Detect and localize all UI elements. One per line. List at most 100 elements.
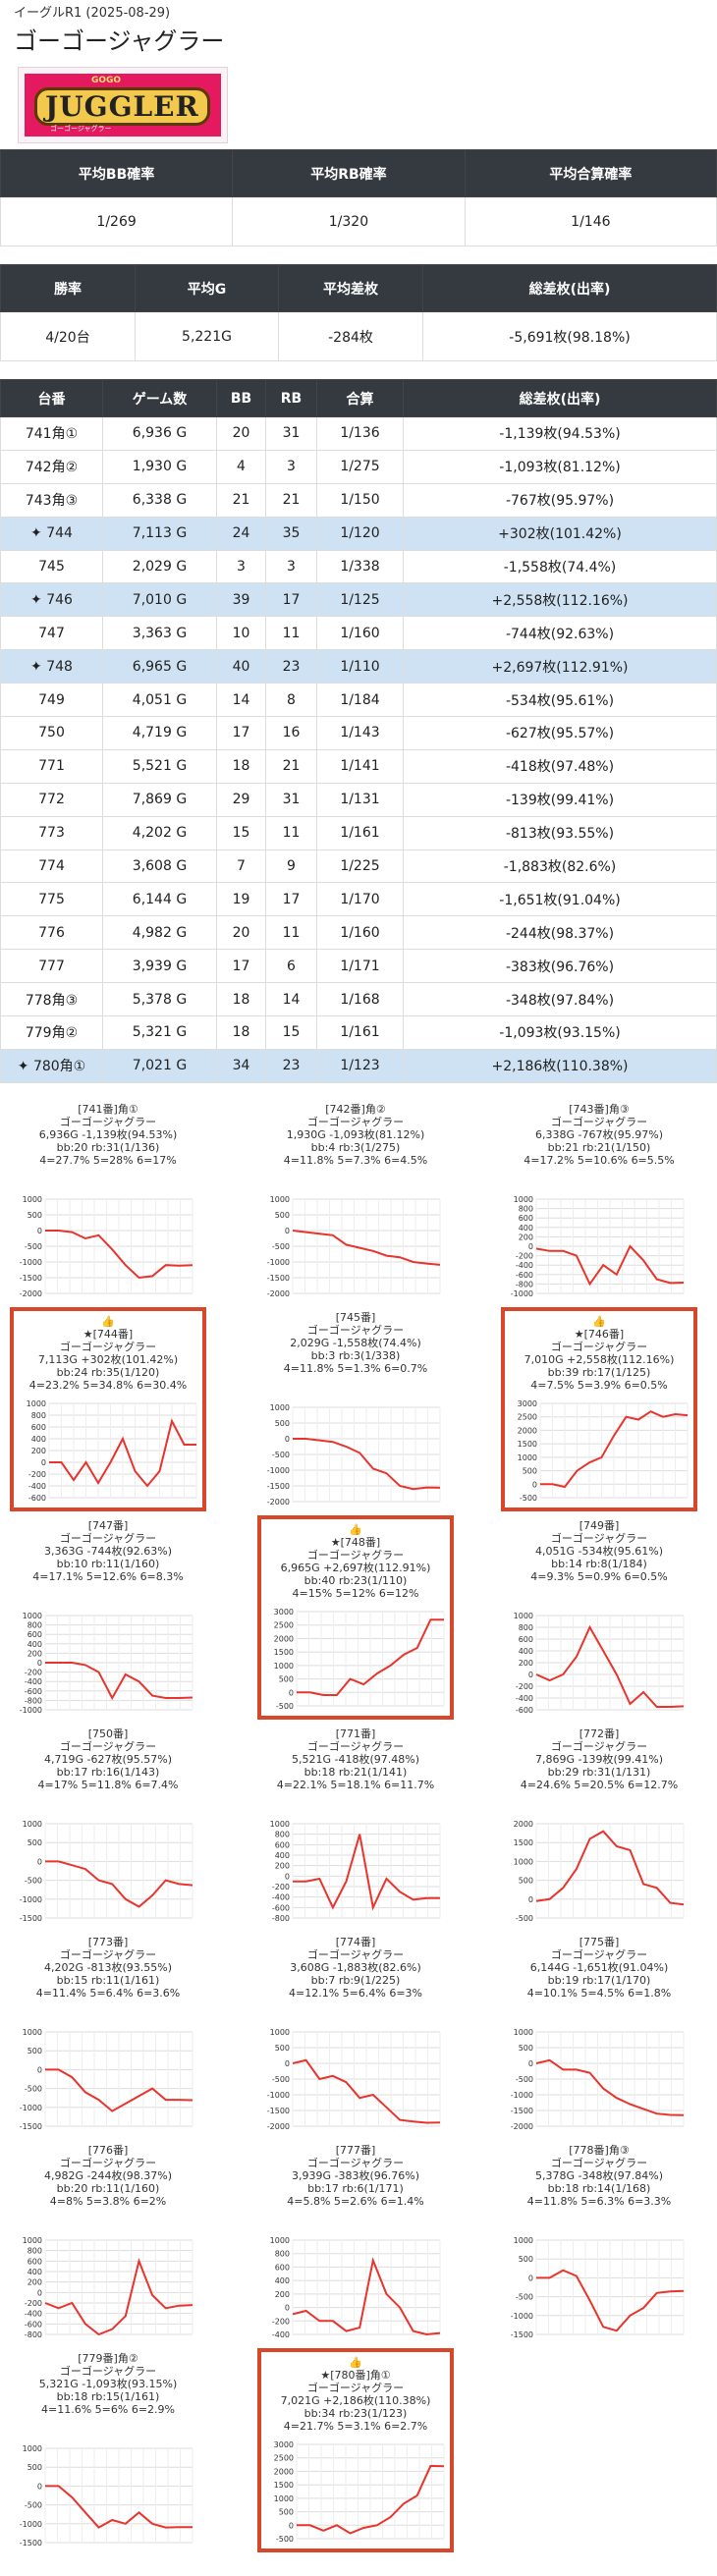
y-tick-label: 1000: [27, 1399, 46, 1408]
machine-graph-card[interactable]: [747番] ゴーゴージャグラー 3,363G -744枚(92.63%) bb:10…: [10, 1514, 206, 1720]
table-row[interactable]: ✦ 748 6,965 G 40 23 1/110 +2,697枚(112.91%): [0, 649, 717, 685]
rb-cell: 31: [265, 782, 317, 817]
machine-label: 778角③: [25, 992, 79, 1009]
machine-number: 773: [0, 815, 103, 850]
thumbs-up-icon: 👍: [349, 2355, 362, 2369]
table-row[interactable]: 750 4,719 G 17 16 1/143 -627枚(95.57%): [0, 716, 717, 750]
machine-graph-card[interactable]: [775番] ゴーゴージャグラー 6,144G -1,651枚(91.04%) bb:…: [501, 1931, 697, 2136]
combined-cell: 1/125: [316, 582, 404, 618]
y-tick-label: 800: [28, 1620, 42, 1629]
machine-graph-card[interactable]: [773番] ゴーゴージャグラー 4,202G -813枚(93.55%) bb:15…: [10, 1931, 206, 2136]
card-l4: bb:18 rb:15(1/161): [56, 2389, 160, 2403]
machine-number: 778角③: [0, 982, 103, 1017]
y-tick-label: -200: [272, 1883, 290, 1891]
machine-graph-card[interactable]: [745番] ゴーゴージャグラー 2,029G -1,558枚(74.4%) bb:3…: [257, 1306, 454, 1511]
rb-cell: 3: [265, 549, 317, 584]
y-tick-label: -1500: [267, 2107, 290, 2115]
table-row[interactable]: 741角① 6,936 G 20 31 1/136 -1,139枚(94.53%): [0, 416, 717, 451]
table-row[interactable]: 779角② 5,321 G 18 15 1/161 -1,093枚(93.15%): [0, 1015, 717, 1050]
machine-graph-card[interactable]: 👍 ★[746番] ゴーゴージャグラー 7,010G +2,558枚(112.16%)…: [501, 1306, 697, 1511]
combined-cell: 1/225: [316, 849, 404, 884]
card-l5: 4=27.7% 5=28% 6=17%: [39, 1153, 177, 1167]
table-row[interactable]: 772 7,869 G 29 31 1/131 -139枚(99.41%): [0, 782, 717, 817]
card-l3: 4,051G -534枚(95.61%): [534, 1544, 663, 1558]
machine-graph-card[interactable]: 👍 ★[744番] ゴーゴージャグラー 7,113G +302枚(101.42%) bb…: [10, 1306, 206, 1511]
header-avg-total: 平均合算確率: [464, 149, 717, 197]
card-title-row: 👍 ★[744番]: [14, 1315, 202, 1341]
table-row[interactable]: 743角③ 6,338 G 21 21 1/150 -767枚(95.97%): [0, 482, 717, 518]
rb-cell: 31: [265, 416, 317, 451]
combined-cell: 1/143: [316, 716, 404, 750]
table-row[interactable]: ✦ 744 7,113 G 24 35 1/120 +302枚(101.42%): [0, 516, 717, 551]
diff-line-chart: 1000 500 0 -500 -1000 -1500: [20, 1820, 193, 1923]
table-row[interactable]: ✦ 746 7,010 G 39 17 1/125 +2,558枚(112.16%): [0, 582, 717, 618]
machine-graph-card[interactable]: [741番]角① ゴーゴージャグラー 6,936G -1,139枚(94.53%) b…: [10, 1098, 206, 1303]
bb-cell: 4: [216, 449, 266, 484]
diff-line-chart: 1000 800 600 400 200 0 -200 -400 -600: [27, 1399, 197, 1503]
bb-cell: 10: [216, 616, 266, 651]
machine-graph-card[interactable]: [772番] ゴーゴージャグラー 7,869G -139枚(99.41%) bb:29…: [501, 1723, 697, 1928]
thumbs-up-icon: 👍: [592, 1314, 606, 1328]
bb-cell: 20: [216, 416, 266, 451]
table-row[interactable]: 777 3,939 G 17 6 1/171 -383枚(96.76%): [0, 949, 717, 984]
y-tick-label: 2500: [274, 2454, 294, 2463]
table-row[interactable]: 745 2,029 G 3 3 1/338 -1,558枚(74.4%): [0, 549, 717, 584]
y-tick-label: 500: [279, 2507, 294, 2516]
table-row[interactable]: 747 3,363 G 10 11 1/160 -744枚(92.63%): [0, 616, 717, 651]
machine-graph-card[interactable]: [774番] ゴーゴージャグラー 3,608G -1,883枚(82.6%) bb:7…: [257, 1931, 454, 2136]
machine-graph-card[interactable]: [743番]角③ ゴーゴージャグラー 6,338G -767枚(95.97%) bb:…: [501, 1098, 697, 1303]
y-tick-label: -500: [272, 1451, 290, 1459]
table-row[interactable]: 778角③ 5,378 G 18 14 1/168 -348枚(97.84%): [0, 982, 717, 1017]
machine-graph-card[interactable]: 👍 ★[780番]角① ゴーゴージャグラー 7,021G +2,186枚(110.38…: [257, 2347, 454, 2552]
card-l2: ゴーゴージャグラー: [550, 1947, 648, 1961]
machine-graph-card[interactable]: [777番] ゴーゴージャグラー 3,939G -383枚(96.76%) bb:17…: [257, 2139, 454, 2344]
machine-graph-card[interactable]: [771番] ゴーゴージャグラー 5,521G -418枚(97.48%) bb:18…: [257, 1723, 454, 1928]
machine-number: ✦ 748: [0, 649, 103, 685]
machine-graph-card[interactable]: [778番]角③ ゴーゴージャグラー 5,378G -348枚(97.84%) bb:…: [501, 2139, 697, 2344]
y-tick-label: 1000: [270, 1403, 290, 1412]
table-row[interactable]: 775 6,144 G 19 17 1/170 -1,651枚(91.04%): [0, 882, 717, 917]
header-avg-diff: 平均差枚: [278, 264, 423, 312]
y-tick-label: 200: [519, 1659, 533, 1668]
y-tick-label: -200: [28, 1470, 46, 1479]
table-row[interactable]: 776 4,982 G 20 11 1/160 -244枚(98.37%): [0, 915, 717, 951]
diff-series-line: [44, 2257, 193, 2335]
table-row[interactable]: 742角② 1,930 G 4 3 1/275 -1,093枚(81.12%): [0, 449, 717, 484]
machine-graph-card[interactable]: [750番] ゴーゴージャグラー 4,719G -627枚(95.57%) bb:17…: [10, 1723, 206, 1928]
machine-label: 742角②: [25, 460, 79, 476]
games-cell: 6,144 G: [102, 882, 217, 917]
machine-graph-card[interactable]: [779番]角② ゴーゴージャグラー 5,321G -1,093枚(93.15%) b…: [10, 2347, 206, 2552]
y-tick-label: 800: [275, 2250, 290, 2259]
card-l2: ゴーゴージャグラー: [59, 1115, 157, 1128]
diff-cell: -1,651枚(91.04%): [403, 882, 717, 917]
card-l5: 4=15% 5=12% 6=12%: [292, 1586, 419, 1600]
diff-cell: -383枚(96.76%): [403, 949, 717, 984]
card-l5: 4=23.2% 5=34.8% 6=30.4%: [28, 1378, 188, 1392]
table-row[interactable]: 771 5,521 G 18 21 1/141 -418枚(97.48%): [0, 748, 717, 784]
y-tick-label: -1500: [20, 1914, 42, 1923]
machine-graph-card[interactable]: [776番] ゴーゴージャグラー 4,982G -244枚(98.37%) bb:20…: [10, 2139, 206, 2344]
diff-cell: -1,139枚(94.53%): [403, 416, 717, 451]
table-row[interactable]: ✦ 780角① 7,021 G 34 23 1/123 +2,186枚(110.38%): [0, 1048, 717, 1083]
y-tick-label: 800: [275, 1830, 290, 1838]
card-l5: 4=12.1% 5=6.4% 6=3%: [289, 1986, 422, 2000]
diff-line-chart: 1000 500 0 -500 -1000 -1500: [20, 2028, 193, 2131]
card-l4: bb:17 rb:6(1/171): [307, 2181, 404, 2195]
table-row[interactable]: 749 4,051 G 14 8 1/184 -534枚(95.61%): [0, 683, 717, 718]
header-avg-rb: 平均RB確率: [232, 149, 466, 197]
col-total-diff: 総差枚(出率): [403, 379, 717, 417]
y-tick-label: 0: [289, 1688, 294, 1697]
table-row[interactable]: 773 4,202 G 15 11 1/161 -813枚(93.55%): [0, 815, 717, 850]
y-tick-label: -1000: [267, 2091, 290, 2100]
y-tick-label: 1000: [274, 1662, 294, 1671]
machine-label: 774: [38, 858, 65, 875]
machine-graph-card[interactable]: [742番]角② ゴーゴージャグラー 1,930G -1,093枚(81.12%) b…: [257, 1098, 454, 1303]
machine-graph-card[interactable]: 👍 ★[748番] ゴーゴージャグラー 6,965G +2,697枚(112.91%)…: [257, 1514, 454, 1720]
table-row[interactable]: 774 3,608 G 7 9 1/225 -1,883枚(82.6%): [0, 849, 717, 884]
machine-graph-card[interactable]: [749番] ゴーゴージャグラー 4,051G -534枚(95.61%) bb:14…: [501, 1514, 697, 1720]
y-tick-label: -1000: [511, 1289, 533, 1298]
games-cell: 4,719 G: [102, 716, 217, 750]
header-win-rate: 勝率: [0, 264, 136, 312]
card-l5: 4=10.1% 5=4.5% 6=1.8%: [526, 1986, 672, 2000]
